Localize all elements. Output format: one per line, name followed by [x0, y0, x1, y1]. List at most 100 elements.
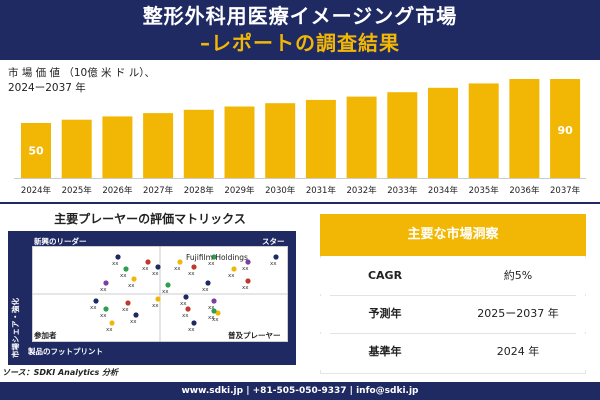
matrix-point [165, 282, 171, 288]
summary-key: CAGR [367, 269, 403, 282]
market-value-label-line1: 市 場 価 値 （10億 米 ド ル）、 [8, 67, 155, 79]
matrix-point-label: xx [182, 313, 189, 319]
matrix-point-label: xx [202, 287, 209, 293]
x-tick-label: 2027年 [143, 185, 174, 196]
summary-separator [330, 295, 576, 296]
matrix-point [205, 280, 211, 286]
summary-row-forecast: 予測年 2025ー2037 年 [320, 296, 586, 332]
market-value-label-line2: 2024ー2037 年 [8, 82, 86, 94]
bar-2034年 [428, 87, 458, 178]
matrix-point-label: xx [270, 261, 277, 267]
summary-row-cagr: CAGR 約5% [320, 258, 586, 294]
bar-2029年 [224, 106, 255, 178]
matrix-point-label: xx [100, 313, 107, 319]
summary-title: 主要な市場洞察 [320, 214, 586, 256]
x-tick-label: 2024年 [21, 185, 52, 196]
bar-2028年 [183, 109, 214, 178]
matrix-point [103, 280, 109, 286]
market-value-bar-chart: 2024年 50 2025年 2026年 2027年 2028年 2029年 2030年 203… [14, 79, 586, 196]
summary-row-base-year: 基準年 2024 年 [320, 334, 586, 370]
bar-2037年 [550, 79, 581, 178]
matrix-y-axis-label: 市場シェア・強化 [11, 298, 20, 358]
x-tick-label: 2028年 [184, 185, 215, 196]
matrix-point-label: xx [122, 307, 129, 313]
matrix-point-label: xx [208, 261, 215, 267]
quadrant-label-emerging-leaders: 新興のリーダー [34, 237, 87, 246]
bar-2030年 [265, 103, 296, 178]
bar-2036年 [509, 79, 540, 178]
matrix-point [231, 266, 237, 272]
bar-2033年 [387, 92, 418, 178]
x-tick-label: 2031年 [306, 185, 337, 196]
matrix-title: 主要プレーヤーの評価マトリックス [54, 212, 246, 226]
matrix-point [177, 259, 183, 265]
page-title: 整形外科用医療イメージング市場 [142, 4, 458, 28]
matrix-point-label: xx [188, 271, 195, 277]
bar-2032年 [346, 96, 377, 178]
matrix-point [211, 308, 217, 314]
x-tick-label: 2030年 [265, 185, 296, 196]
matrix-point [145, 259, 151, 265]
summary-key: 予測年 [368, 307, 402, 320]
bar-data-label: 90 [557, 124, 573, 137]
matrix-point-label: xx [106, 327, 113, 333]
matrix-point [191, 320, 197, 326]
matrix-point-label: xx [212, 317, 219, 323]
matrix-point [123, 266, 129, 272]
matrix-point [133, 312, 139, 318]
matrix-point-label: xx [242, 285, 249, 291]
summary-value: 約5% [503, 269, 533, 282]
contact-footer: www.sdki.jp | +81-505-050-9337 | info@sd… [0, 382, 600, 400]
matrix-point [183, 294, 189, 300]
bar-data-label: 50 [28, 145, 44, 158]
matrix-point-label: xx [120, 273, 127, 279]
matrix-point [155, 296, 161, 302]
matrix-point-label: xx [90, 305, 97, 311]
matrix-point [273, 254, 279, 260]
matrix-point-label: xx [228, 273, 235, 279]
x-tick-label: 2029年 [224, 185, 255, 196]
summary-separator [330, 333, 576, 334]
matrix-point [211, 254, 217, 260]
matrix-point-label: xx [208, 315, 215, 321]
matrix-point [93, 298, 99, 304]
matrix-point-label: xx [152, 271, 159, 277]
bar-2027年 [143, 113, 174, 178]
matrix-point-label: xx [242, 266, 249, 272]
summary-value: 2024 年 [496, 345, 540, 358]
matrix-point-label: xx [152, 303, 159, 309]
matrix-point [185, 306, 191, 312]
matrix-point [131, 276, 137, 282]
bar-2035年 [468, 83, 499, 178]
summary-key: 基準年 [368, 345, 402, 358]
page-subtitle: –レポートの調査結果 [200, 31, 400, 55]
bar-2025年 [61, 119, 92, 178]
bar-2024年 [21, 123, 51, 178]
matrix-point-label: xx [100, 287, 107, 293]
matrix-point-label: xx [130, 319, 137, 325]
matrix-point [211, 298, 217, 304]
matrix-point-label: xx [208, 305, 215, 311]
matrix-point [215, 310, 221, 316]
x-tick-label: 2032年 [347, 185, 378, 196]
quadrant-label-participants: 参加者 [34, 331, 57, 340]
bar-2031年 [305, 99, 336, 178]
matrix-point-label: xx [174, 266, 181, 272]
matrix-point [191, 264, 197, 270]
matrix-point [115, 254, 121, 260]
x-tick-label: 2026年 [102, 185, 133, 196]
matrix-point-label: xx [162, 289, 169, 295]
source-note: ソース：SDKI Analytics 分析 [2, 368, 119, 377]
summary-value: 2025ー2037 年 [477, 307, 559, 320]
market-value-label: 市 場 価 値 （10億 米 ド ル）、 2024ー2037 年 [8, 66, 155, 96]
matrix-point-label: xx [112, 261, 119, 267]
quadrant-label-pervasive-players: 普及プレーヤー [228, 331, 281, 340]
report-header: 整形外科用医療イメージング市場 –レポートの調査結果 [0, 0, 600, 60]
matrix-point-label: xx [180, 301, 187, 307]
matrix-point [109, 320, 115, 326]
x-tick-label: 2034年 [428, 185, 459, 196]
x-tick-label: 2036年 [509, 185, 540, 196]
matrix-point [103, 306, 109, 312]
bar-2026年 [102, 116, 133, 178]
